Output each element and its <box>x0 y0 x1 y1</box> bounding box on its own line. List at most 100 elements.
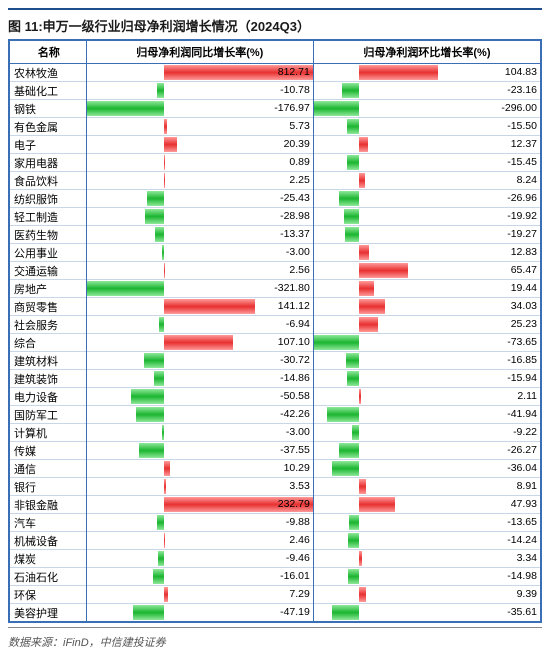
table-row: 建筑装饰-14.86-15.94 <box>10 370 541 388</box>
row-name: 纺织服饰 <box>10 190 87 208</box>
row-name: 建筑装饰 <box>10 370 87 388</box>
cell-yoy: -25.43 <box>86 190 313 208</box>
table-row: 机械设备2.46-14.24 <box>10 532 541 550</box>
cell-qoq: 9.39 <box>313 586 540 604</box>
cell-yoy: 0.89 <box>86 154 313 172</box>
value-label: -19.92 <box>507 209 537 224</box>
cell-yoy: -321.80 <box>86 280 313 298</box>
value-label: 2.46 <box>289 533 309 548</box>
cell-qoq: 25.23 <box>313 316 540 334</box>
cell-yoy: -42.26 <box>86 406 313 424</box>
value-label: -9.22 <box>513 425 537 440</box>
cell-qoq: -14.24 <box>313 532 540 550</box>
row-name: 美容护理 <box>10 604 87 622</box>
value-label: -15.45 <box>507 155 537 170</box>
row-name: 食品饮料 <box>10 172 87 190</box>
cell-qoq: 8.24 <box>313 172 540 190</box>
cell-yoy: 3.53 <box>86 478 313 496</box>
row-name: 社会服务 <box>10 316 87 334</box>
table-row: 房地产-321.80 19.44 <box>10 280 541 298</box>
value-label: 12.37 <box>511 137 537 152</box>
cell-qoq: -23.16 <box>313 82 540 100</box>
cell-yoy: -6.94 <box>86 316 313 334</box>
row-name: 房地产 <box>10 280 87 298</box>
cell-yoy: 10.29 <box>86 460 313 478</box>
cell-qoq: -19.27 <box>313 226 540 244</box>
cell-qoq: -73.65 <box>313 334 540 352</box>
cell-yoy: -13.37 <box>86 226 313 244</box>
cell-qoq: -296.00 <box>313 100 540 118</box>
value-label: -41.94 <box>507 407 537 422</box>
value-label: 12.83 <box>511 245 537 260</box>
value-label: 10.29 <box>284 461 310 476</box>
table-row: 电子 20.39 12.37 <box>10 136 541 154</box>
cell-qoq: 47.93 <box>313 496 540 514</box>
cell-yoy: -10.78 <box>86 82 313 100</box>
row-name: 有色金属 <box>10 118 87 136</box>
cell-yoy: 20.39 <box>86 136 313 154</box>
value-label: -25.43 <box>280 191 310 206</box>
cell-yoy: -9.88 <box>86 514 313 532</box>
table-row: 纺织服饰 -25.43 -26.96 <box>10 190 541 208</box>
row-name: 医药生物 <box>10 226 87 244</box>
table-row: 建筑材料-30.72-16.85 <box>10 352 541 370</box>
cell-qoq: -15.50 <box>313 118 540 136</box>
row-name: 银行 <box>10 478 87 496</box>
value-label: 20.39 <box>284 137 310 152</box>
row-name: 通信 <box>10 460 87 478</box>
value-label: -9.88 <box>286 515 310 530</box>
value-label: 8.91 <box>517 479 537 494</box>
cell-yoy: -37.55 <box>86 442 313 460</box>
cell-yoy: 107.10 <box>86 334 313 352</box>
table-row: 商贸零售141.1234.03 <box>10 298 541 316</box>
cell-yoy: -3.00 <box>86 424 313 442</box>
header-col1: 归母净利润同比增长率(%) <box>86 41 313 64</box>
value-label: -37.55 <box>280 443 310 458</box>
cell-qoq: -41.94 <box>313 406 540 424</box>
value-label: 7.29 <box>289 587 309 602</box>
row-name: 电子 <box>10 136 87 154</box>
value-label: -26.96 <box>507 191 537 206</box>
cell-qoq: -15.45 <box>313 154 540 172</box>
value-label: -15.94 <box>507 371 537 386</box>
cell-qoq: -9.22 <box>313 424 540 442</box>
table-row: 基础化工-10.78-23.16 <box>10 82 541 100</box>
cell-yoy: 141.12 <box>86 298 313 316</box>
cell-qoq: 12.37 <box>313 136 540 154</box>
cell-qoq: 8.91 <box>313 478 540 496</box>
value-label: 8.24 <box>517 173 537 188</box>
value-label: -26.27 <box>507 443 537 458</box>
value-label: -50.58 <box>280 389 310 404</box>
cell-qoq: 65.47 <box>313 262 540 280</box>
table-row: 计算机-3.00-9.22 <box>10 424 541 442</box>
value-label: 65.47 <box>511 263 537 278</box>
row-name: 家用电器 <box>10 154 87 172</box>
value-label: -19.27 <box>507 227 537 242</box>
row-name: 电力设备 <box>10 388 87 406</box>
cell-yoy: -3.00 <box>86 244 313 262</box>
value-label: 141.12 <box>278 299 310 314</box>
cell-yoy: -9.46 <box>86 550 313 568</box>
value-label: 2.56 <box>289 263 309 278</box>
row-name: 综合 <box>10 334 87 352</box>
value-label: 19.44 <box>511 281 537 296</box>
table-row: 医药生物-13.37 -19.27 <box>10 226 541 244</box>
value-label: -73.65 <box>507 335 537 350</box>
data-table-wrap: 名称 归母净利润同比增长率(%) 归母净利润环比增长率(%) 农林牧渔812.7… <box>8 39 542 623</box>
table-row: 美容护理-47.19-35.61 <box>10 604 541 622</box>
data-source: 数据来源：iFinD，中信建投证券 <box>8 627 542 650</box>
value-label: -47.19 <box>280 605 310 620</box>
row-name: 非银金融 <box>10 496 87 514</box>
table-row: 有色金属5.73-15.50 <box>10 118 541 136</box>
value-label: 2.25 <box>289 173 309 188</box>
table-row: 农林牧渔812.71104.83 <box>10 64 541 82</box>
row-name: 公用事业 <box>10 244 87 262</box>
value-label: 47.93 <box>511 497 537 512</box>
cell-yoy: 2.25 <box>86 172 313 190</box>
table-row: 传媒 -37.55 -26.27 <box>10 442 541 460</box>
row-name: 传媒 <box>10 442 87 460</box>
table-row: 煤炭-9.463.34 <box>10 550 541 568</box>
value-label: -13.65 <box>507 515 537 530</box>
value-label: -14.98 <box>507 569 537 584</box>
cell-yoy: 5.73 <box>86 118 313 136</box>
